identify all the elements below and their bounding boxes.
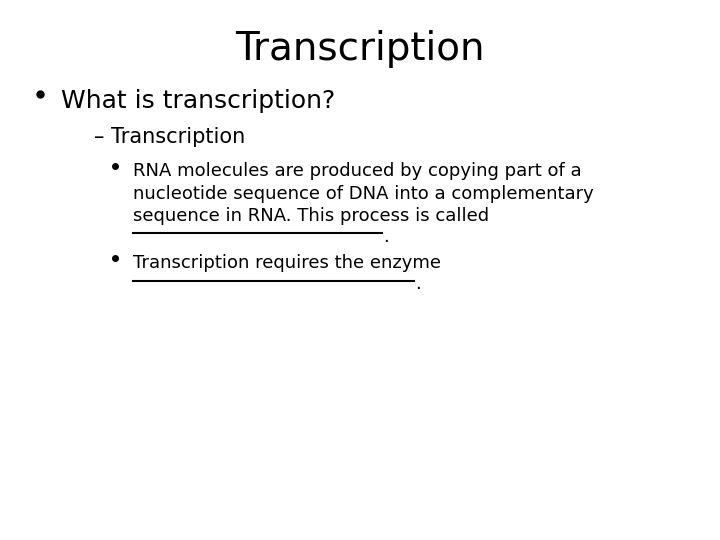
Text: sequence in RNA. This process is called: sequence in RNA. This process is called <box>133 207 490 225</box>
Text: .: . <box>383 228 389 246</box>
Text: RNA molecules are produced by copying part of a: RNA molecules are produced by copying pa… <box>133 162 582 180</box>
Text: – Transcription: – Transcription <box>94 127 245 147</box>
Text: Transcription requires the enzyme: Transcription requires the enzyme <box>133 254 441 272</box>
Text: Transcription: Transcription <box>235 30 485 68</box>
Text: nucleotide sequence of DNA into a complementary: nucleotide sequence of DNA into a comple… <box>133 185 594 202</box>
Text: What is transcription?: What is transcription? <box>61 89 336 113</box>
Text: .: . <box>415 275 421 293</box>
